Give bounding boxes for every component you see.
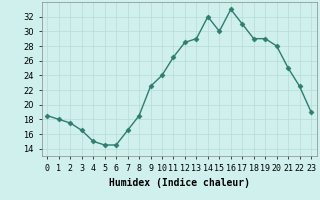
X-axis label: Humidex (Indice chaleur): Humidex (Indice chaleur) [109, 178, 250, 188]
